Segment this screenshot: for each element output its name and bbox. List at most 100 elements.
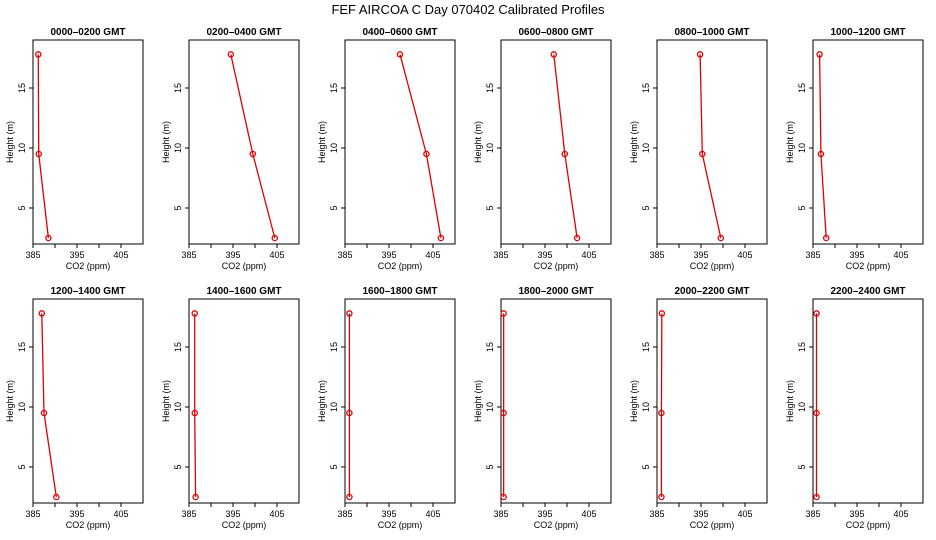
data-point: [658, 493, 665, 501]
y-tick-label: 15: [485, 83, 495, 93]
y-tick-label: 5: [173, 464, 183, 469]
plot-frame: [812, 39, 924, 245]
panel-title: 0200–0400 GMT: [206, 27, 281, 38]
y-tick-label: 5: [329, 464, 339, 469]
profile-segment: [38, 153, 50, 239]
x-tick-label: 405: [113, 250, 128, 260]
plot-frame: [32, 39, 144, 245]
data-point: [437, 234, 445, 242]
plot-frame: [500, 298, 612, 504]
y-axis-label: Height (m): [473, 121, 483, 163]
y-tick-label: 5: [641, 464, 651, 469]
x-tick-label: 385: [337, 250, 352, 260]
profile-segment: [194, 412, 197, 498]
y-axis-label: Height (m): [629, 380, 639, 422]
y-tick-label: 5: [641, 205, 651, 210]
profile-segment: [820, 153, 827, 239]
y-tick-label: 15: [173, 83, 183, 93]
figure-title: FEF AIRCOA C Day 070402 Calibrated Profi…: [331, 2, 605, 17]
data-point: [35, 51, 42, 58]
profile-segment: [252, 153, 276, 239]
profile-panel: 0800–1000 GMT 385 395 405 5 10 15 CO2 (ppm) Heig…: [629, 27, 768, 271]
x-tick-label: 405: [425, 509, 440, 519]
y-tick-label: 15: [17, 342, 27, 352]
plot-frame: [656, 298, 768, 504]
y-tick-label: 5: [797, 205, 807, 210]
y-axis-label: Height (m): [785, 121, 795, 163]
y-tick-label: 15: [485, 342, 495, 352]
x-axis-label: CO2 (ppm): [690, 520, 735, 530]
x-tick-label: 405: [113, 509, 128, 519]
y-tick-label: 5: [329, 205, 339, 210]
x-tick-label: 385: [181, 250, 196, 260]
y-tick-label: 10: [173, 402, 183, 412]
data-point: [40, 409, 48, 417]
x-tick-label: 385: [181, 509, 196, 519]
x-tick-label: 395: [381, 509, 396, 519]
data-point: [423, 150, 430, 158]
y-tick-label: 10: [641, 402, 651, 412]
profile-segment: [230, 54, 254, 155]
data-point: [822, 234, 830, 242]
profile-panel: 2000–2200 GMT 385 395 405 5 10 15 CO2 (ppm) Heig…: [629, 286, 768, 530]
profile-panel: 2200–2400 GMT 385 395 405 5 10 15 CO2 (ppm) Heig…: [785, 286, 924, 530]
y-tick-label: 10: [17, 143, 27, 153]
data-point: [191, 409, 198, 417]
x-axis-label: CO2 (ppm): [846, 520, 891, 530]
data-point: [813, 409, 820, 417]
x-tick-label: 405: [893, 250, 908, 260]
y-tick-label: 10: [329, 143, 339, 153]
data-point: [500, 310, 507, 317]
y-axis-label: Height (m): [317, 121, 327, 163]
profile-panel: 1600–1800 GMT 385 395 405 5 10 15 CO2 (ppm) Heig…: [317, 286, 456, 530]
plot-frame: [188, 298, 300, 504]
y-axis-label: Height (m): [161, 121, 171, 163]
y-tick-label: 15: [17, 83, 27, 93]
x-tick-label: 385: [493, 250, 508, 260]
data-point: [813, 493, 820, 501]
y-tick-label: 15: [641, 342, 651, 352]
x-tick-label: 385: [337, 509, 352, 519]
x-tick-label: 405: [737, 509, 752, 519]
data-point: [500, 409, 507, 417]
data-point: [346, 409, 353, 417]
x-axis-label: CO2 (ppm): [222, 520, 267, 530]
y-tick-label: 10: [485, 402, 495, 412]
profile-segment: [425, 153, 442, 239]
y-tick-label: 15: [329, 83, 339, 93]
data-point: [573, 234, 581, 242]
profile-segment: [699, 54, 703, 155]
data-point: [561, 150, 569, 158]
plot-frame: [32, 298, 144, 504]
y-tick-label: 10: [641, 143, 651, 153]
profile-segment: [399, 54, 428, 155]
x-tick-label: 395: [69, 250, 84, 260]
y-tick-label: 10: [173, 143, 183, 153]
panels-grid: 0000–0200 GMT 385 395 405 5 10 15 CO2 (ppm) Heig…: [5, 27, 924, 530]
data-point: [35, 150, 42, 158]
data-point: [699, 150, 706, 158]
panel-title: 1600–1800 GMT: [362, 286, 437, 297]
x-tick-label: 385: [805, 250, 820, 260]
profile-segment: [701, 153, 722, 239]
x-tick-label: 385: [25, 509, 40, 519]
y-axis-label: Height (m): [317, 380, 327, 422]
data-point: [271, 234, 279, 242]
x-tick-label: 395: [225, 509, 240, 519]
profile-panel: 0400–0600 GMT 385 395 405 5 10 15 CO2 (ppm) Heig…: [317, 27, 456, 271]
x-tick-label: 405: [269, 509, 284, 519]
plot-frame: [656, 39, 768, 245]
y-tick-label: 5: [17, 205, 27, 210]
x-tick-label: 385: [805, 509, 820, 519]
x-axis-label: CO2 (ppm): [66, 520, 111, 530]
plot-frame: [500, 39, 612, 245]
data-point: [813, 310, 820, 317]
y-axis-label: Height (m): [785, 380, 795, 422]
data-point: [396, 51, 404, 58]
x-tick-label: 395: [537, 509, 552, 519]
data-point: [45, 234, 52, 242]
y-tick-label: 5: [17, 464, 27, 469]
x-axis-label: CO2 (ppm): [66, 261, 111, 271]
panel-title: 0000–0200 GMT: [50, 27, 125, 38]
